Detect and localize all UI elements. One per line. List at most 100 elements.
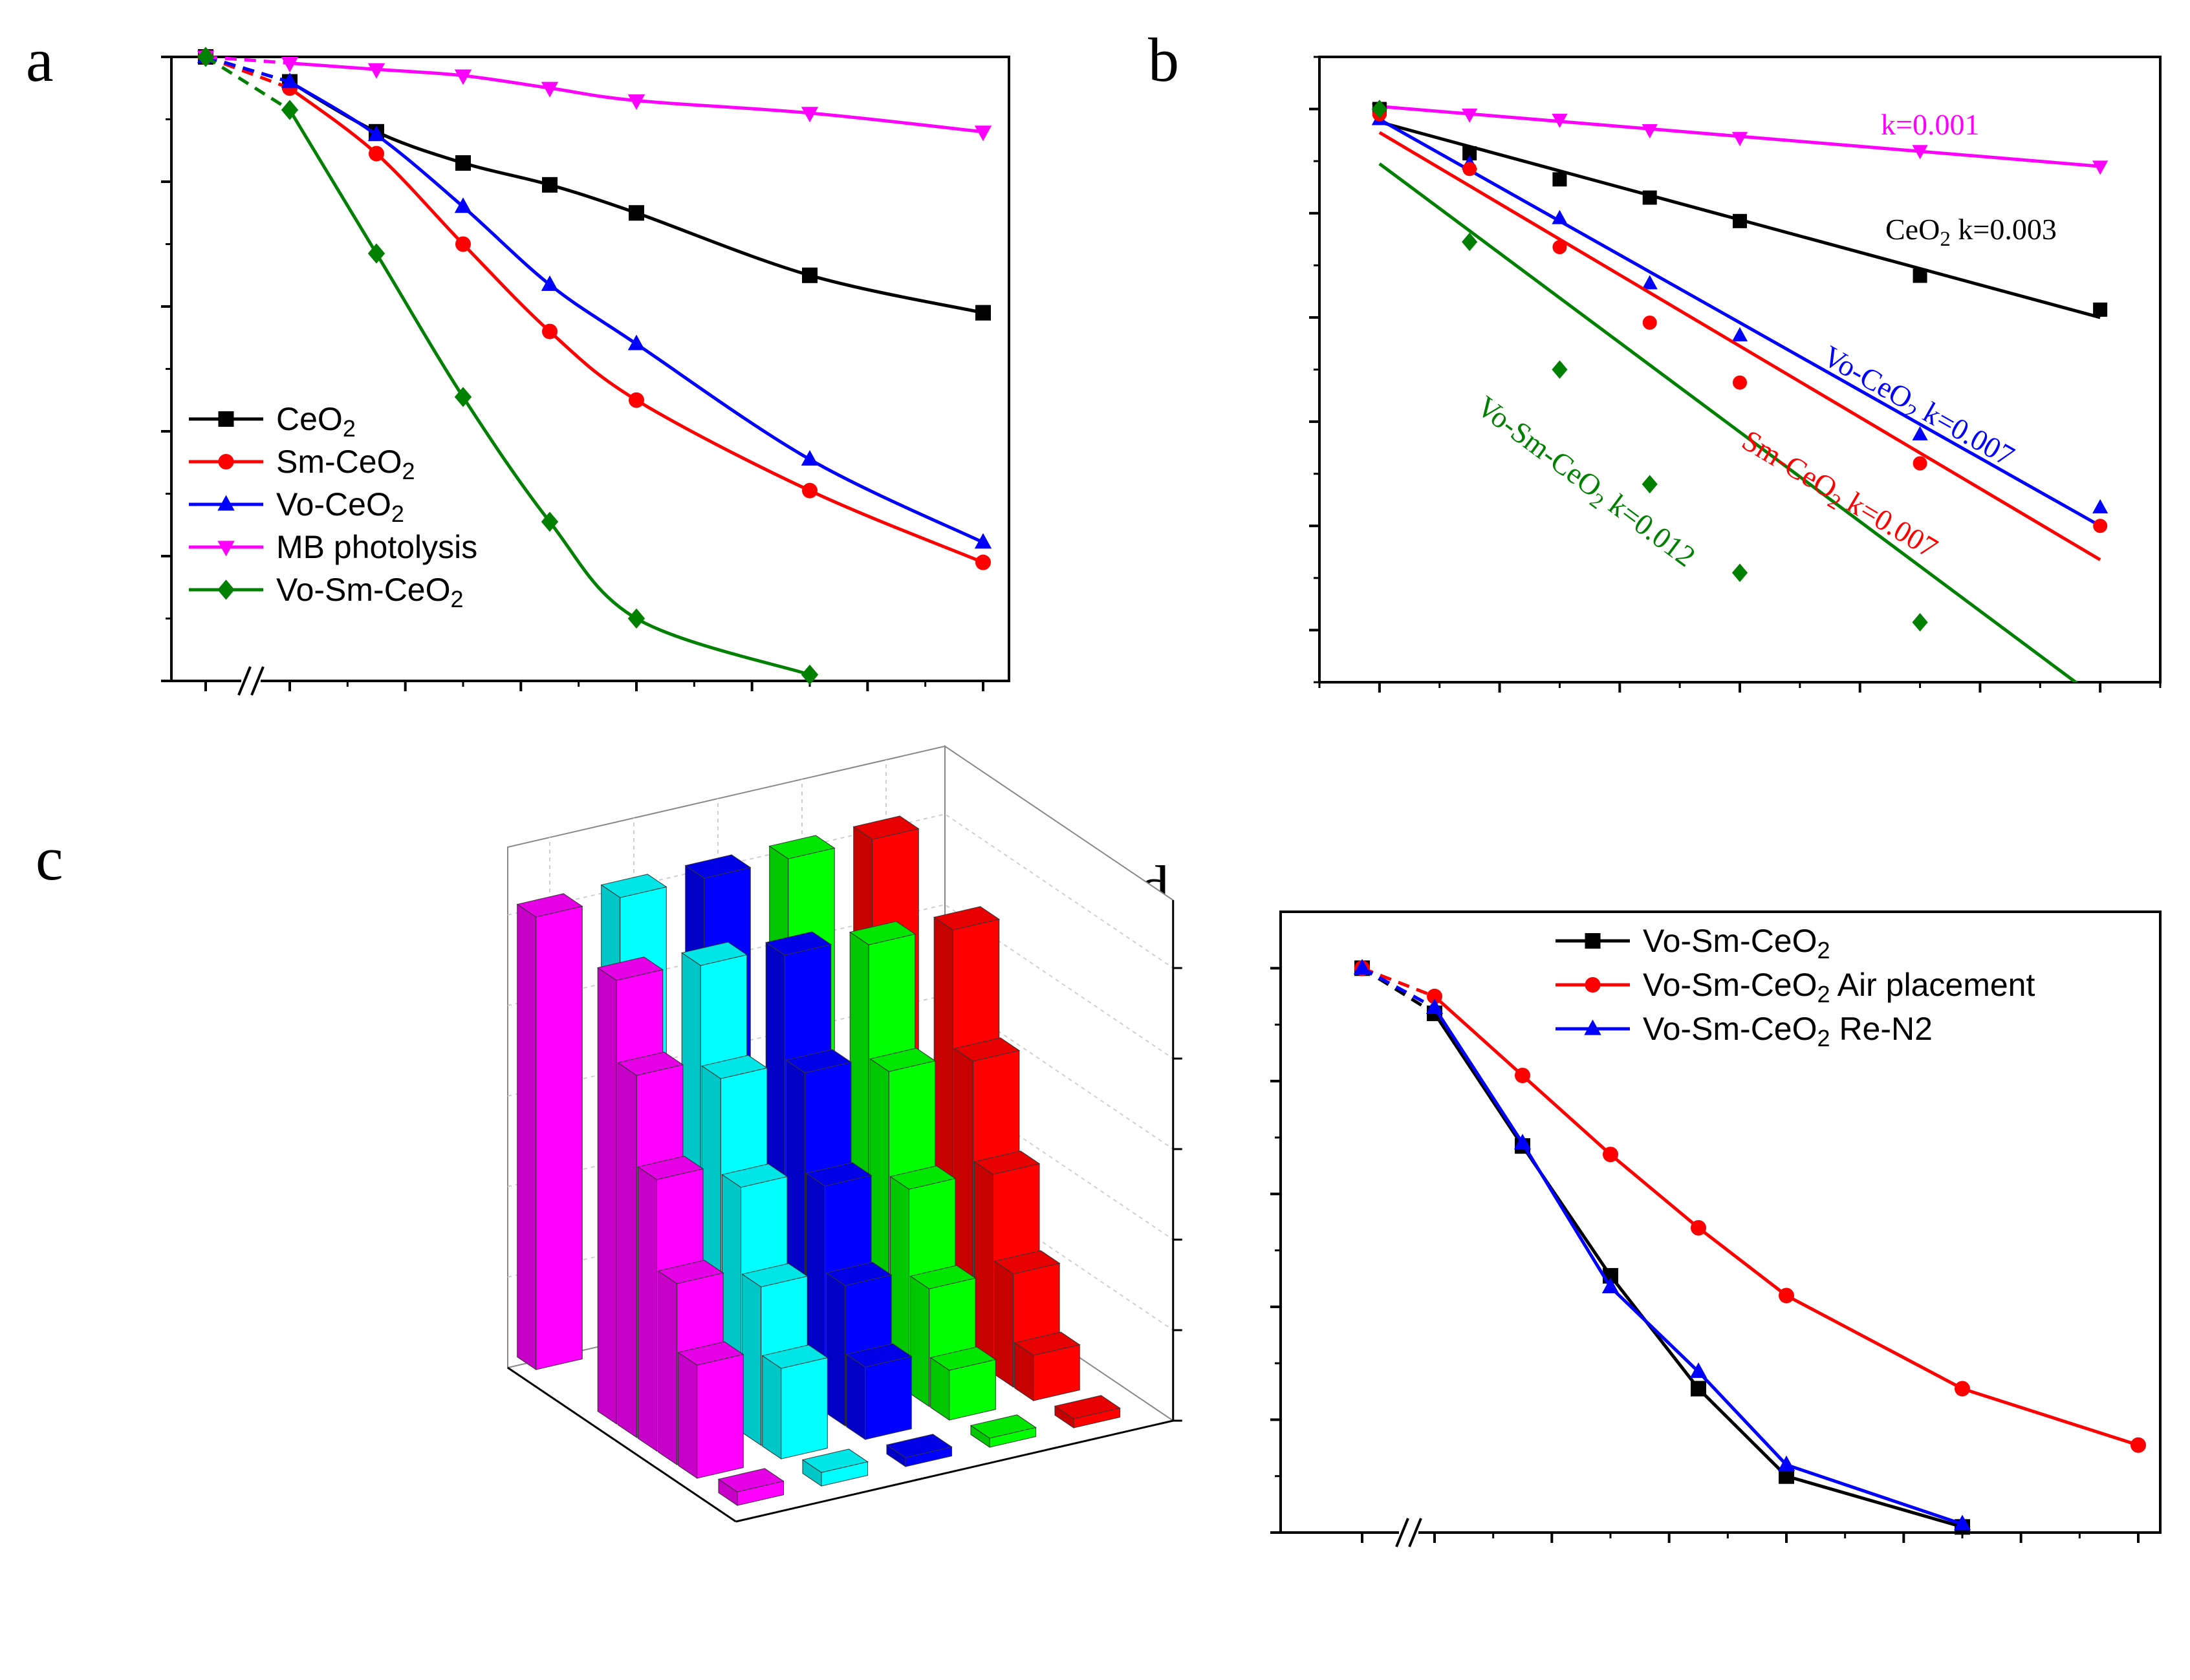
data-point: [367, 125, 385, 142]
data-point: [542, 177, 558, 193]
data-point: [1642, 475, 1658, 494]
data-point: [629, 392, 644, 408]
data-point: [1955, 1381, 1970, 1397]
data-point: [455, 236, 471, 252]
bar-top: [973, 1150, 1041, 1175]
data-point: [541, 81, 559, 98]
bar-side: [517, 903, 537, 1370]
bar-side: [637, 1166, 658, 1452]
data-point: [1513, 1134, 1532, 1150]
bar-side: [678, 1352, 698, 1479]
bar-top: [684, 854, 752, 879]
series-break-link: [205, 55, 290, 90]
data-point: [1913, 268, 1927, 283]
data-point: [1462, 162, 1477, 177]
series-break-link: [1361, 967, 1436, 1009]
fit-annotation: Sm-CeO2 k=0.007: [1734, 424, 1944, 569]
series-break-link: [204, 55, 291, 112]
plot-frame: [1318, 56, 2162, 684]
bar-top: [677, 1341, 744, 1366]
legend-swatch-marker: [217, 541, 235, 557]
data-point: [1691, 1220, 1706, 1236]
bar-side: [762, 1355, 782, 1459]
bar-top: [825, 1262, 893, 1286]
bar-top: [764, 931, 832, 956]
legend-swatch-marker: [1584, 1019, 1601, 1035]
fit-annotation: k=0.001: [1881, 108, 1979, 141]
data-point: [1552, 113, 1568, 128]
bar-front: [781, 1357, 828, 1459]
legend-swatch-marker: [217, 495, 235, 511]
data-point: [455, 155, 471, 171]
data-point: [1642, 190, 1657, 205]
data-point: [2130, 1437, 2146, 1453]
panel-label-a: a: [26, 25, 54, 94]
bar-top: [889, 1165, 957, 1190]
legend-label: Vo-Sm-CeO2 Re-N2: [1643, 1011, 1933, 1051]
fit-annotation: Vo-Sm-CeO2 k=0.012: [1468, 389, 1702, 577]
time-axis: [507, 1366, 737, 1523]
plot-frame: [1279, 910, 2162, 1534]
fit-line: [1378, 118, 2101, 528]
bar-front: [536, 905, 583, 1370]
bar-side: [826, 1272, 846, 1427]
bar-top: [885, 1434, 953, 1458]
series-line: [1433, 995, 2139, 1447]
data-point: [281, 100, 299, 120]
legend-label: Vo-CeO2: [276, 486, 404, 527]
bar-top: [516, 893, 583, 918]
data-point: [1779, 1287, 1794, 1304]
data-point: [802, 267, 818, 283]
data-point: [1642, 275, 1658, 290]
data-point: [1731, 563, 1748, 583]
data-point: [974, 125, 992, 142]
bar-side: [617, 1062, 637, 1438]
data-point: [627, 608, 645, 629]
data-point: [801, 450, 819, 466]
data-point: [369, 145, 384, 162]
bar-side: [597, 967, 617, 1425]
legend-label: MB photolysis: [276, 529, 477, 565]
bar-top: [852, 815, 920, 840]
series-line: [288, 109, 810, 676]
data-point: [975, 554, 991, 570]
data-point: [1733, 213, 1747, 228]
data-point: [1642, 124, 1658, 139]
bar-top: [845, 1343, 913, 1368]
data-point: [541, 275, 559, 291]
bar-top: [768, 835, 836, 859]
bar-top: [600, 874, 667, 898]
data-point: [1426, 998, 1444, 1014]
data-point: [1601, 1277, 1620, 1293]
bar-side: [658, 1270, 678, 1465]
series-line: [288, 80, 984, 315]
bar-top: [929, 1346, 997, 1371]
bar-top: [970, 1414, 1037, 1439]
bar-front: [865, 1355, 912, 1440]
data-point: [197, 47, 215, 67]
data-point: [1733, 375, 1747, 390]
legend-label: Vo-Sm-CeO2 Air placement: [1643, 967, 2035, 1007]
data-point: [1371, 100, 1387, 118]
panel-label-b: b: [1148, 25, 1179, 94]
bar-top: [909, 1265, 977, 1289]
data-point: [1552, 240, 1567, 255]
bar-top: [741, 1263, 808, 1287]
bar-side: [846, 1353, 866, 1440]
legend-swatch-marker: [1585, 977, 1601, 993]
bar-top: [717, 1468, 785, 1492]
data-point: [2092, 499, 2109, 513]
bar-top: [657, 1260, 724, 1284]
data-point: [1912, 426, 1928, 441]
data-point: [1642, 315, 1657, 330]
legend-swatch-marker: [217, 579, 235, 600]
legend-swatch-marker: [1585, 933, 1601, 949]
bar-top: [805, 1162, 873, 1187]
series-break-link: [1361, 967, 1436, 1015]
legend-label: Vo-Sm-CeO2: [276, 572, 464, 612]
axis-break-mark: [1408, 1518, 1422, 1547]
data-point: [1462, 232, 1478, 252]
bar-top: [721, 1163, 788, 1188]
